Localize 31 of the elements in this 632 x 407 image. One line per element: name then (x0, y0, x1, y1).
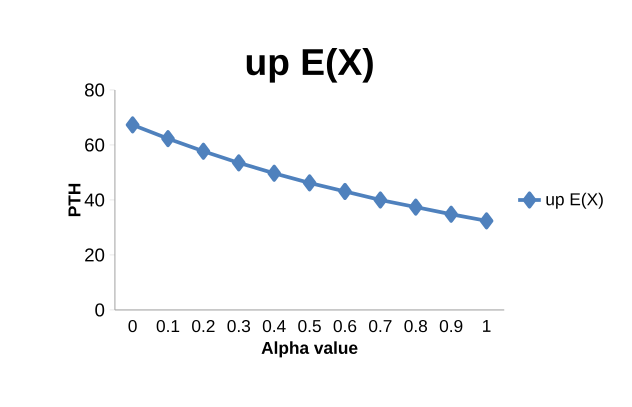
point (480, 212, 494, 230)
x-tick-label: 0.3 (227, 320, 250, 332)
y-tick-label: 0 (95, 303, 104, 316)
x-tick-label: 0.8 (404, 320, 428, 332)
y-tick-label: 20 (85, 248, 104, 262)
y-axis-title: PTH (68, 184, 80, 216)
x-tick-label: 0.7 (369, 320, 392, 332)
legend-label: up E(X) (546, 192, 603, 209)
y-tick-label: 60 (85, 138, 104, 152)
point (126, 116, 140, 134)
x-tick-label: 0.1 (156, 320, 180, 332)
point (302, 174, 316, 192)
point (196, 142, 210, 160)
y-tick-label: 40 (84, 193, 104, 206)
x-axis-title: Alpha value (262, 341, 358, 358)
point (232, 154, 246, 172)
x-tick-label: 0.2 (192, 320, 215, 332)
x-tick-label: 0 (128, 320, 137, 332)
chart-title: up E(X) (246, 48, 373, 83)
point (267, 164, 282, 182)
x-tick-label: 0.9 (440, 320, 462, 332)
point (338, 182, 352, 200)
x-tick-label: 0.4 (262, 320, 286, 332)
point (408, 198, 423, 216)
point (444, 206, 458, 223)
x-tick-label: 0.5 (298, 320, 321, 332)
point (374, 191, 388, 208)
x-tick-label: 1 (483, 320, 491, 332)
point (161, 130, 175, 148)
x-tick-label: 0.6 (334, 320, 356, 332)
y-tick-label: 80 (85, 83, 104, 97)
